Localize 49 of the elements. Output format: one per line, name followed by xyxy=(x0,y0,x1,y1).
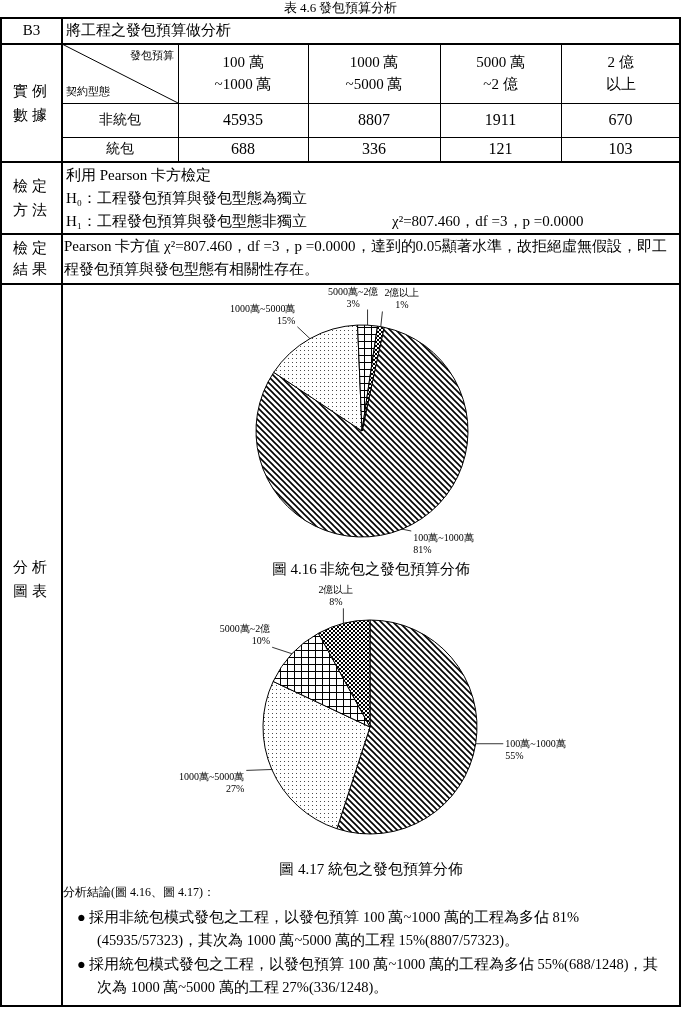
text: 121 xyxy=(488,139,513,160)
text: 2 億以上 xyxy=(604,52,637,94)
slice-label: 1000萬~5000萬 xyxy=(178,771,245,783)
text: 契約型態 xyxy=(66,83,110,99)
text: 檢定結果 xyxy=(11,239,52,279)
text: 分析結論(圖 4.16、圖 4.17)： xyxy=(63,885,215,901)
text: 實例數據 xyxy=(11,82,52,125)
slice-label: 2億以上 xyxy=(318,584,354,596)
text: χ²=807.460，df =3，p =0.0000 xyxy=(392,211,584,231)
data-label: 15% xyxy=(277,314,296,326)
text: 非統包 xyxy=(99,110,141,129)
text: 圖 4.16 非統包之發包預算分佈 xyxy=(271,561,471,577)
data-label: 10% xyxy=(251,635,271,647)
text: H₀：工程發包預算與發包型態為獨立 xyxy=(66,188,308,208)
text: 圖 4.17 統包之發包預算分佈 xyxy=(279,861,463,877)
text: 688 xyxy=(231,139,255,160)
text: 670 xyxy=(608,109,633,130)
text: ● 採用非統包模式發包之工程，以發包預算 100 萬~1000 萬的工程為多佔 81%(45935/57323)，其次為 1000 萬~5000 萬的工程 15%(8807/57323)。 xyxy=(77,908,581,950)
text: 1911 xyxy=(484,109,517,130)
text: H₁：工程發包預算與發包型態非獨立 xyxy=(66,211,308,231)
slice-label: 100萬~1000萬 xyxy=(413,532,474,543)
text: 分析圖表 xyxy=(11,558,52,601)
text: Pearson 卡方值 χ²=807.460，df =3，p =0.0000，達到的0.05顯著水準，故拒絕虛無假設，即工程發包預算與發包型態有相關性存在。 xyxy=(64,237,668,280)
slice-label: 100萬~1000萬 xyxy=(505,738,566,750)
text: 5000 萬 ~2 億 xyxy=(476,52,525,94)
text: 100 萬 ~1000 萬 xyxy=(214,52,272,94)
text: ● 採用統包模式發包之工程，以發包預算 100 萬~1000 萬的工程為多佔 55%(688/1248)，其次為 1000 萬~5000 萬的工程 27%(336/1248)。 xyxy=(77,955,660,997)
text: 336 xyxy=(362,139,386,160)
text: 1000 萬 ~5000 萬 xyxy=(345,52,403,94)
data-label: 8% xyxy=(329,596,343,608)
text: 45935 xyxy=(223,109,263,130)
text: 檢定方法 xyxy=(11,177,52,220)
text: 將工程之發包預算做分析 xyxy=(66,21,231,41)
data-label: 81% xyxy=(413,544,432,555)
slice-label: 5000萬~2億 xyxy=(219,623,271,635)
text: B3 xyxy=(22,21,41,41)
data-label: 55% xyxy=(505,750,524,762)
data-label: 27% xyxy=(225,783,245,795)
slice-label: 1000萬~5000萬 xyxy=(229,302,296,314)
text: 利用 Pearson 卡方檢定 xyxy=(66,165,211,185)
text: 表 4.6 發包預算分析 xyxy=(283,0,398,16)
data-label: 1% xyxy=(395,299,409,311)
text: 發包預算 xyxy=(130,47,174,63)
slice-label: 5000萬~2億 xyxy=(328,285,379,297)
text: 統包 xyxy=(106,140,134,159)
slice-label: 2億以上 xyxy=(384,287,420,299)
text: 103 xyxy=(608,139,633,160)
data-label: 3% xyxy=(346,297,360,309)
text: 8807 xyxy=(358,109,390,130)
